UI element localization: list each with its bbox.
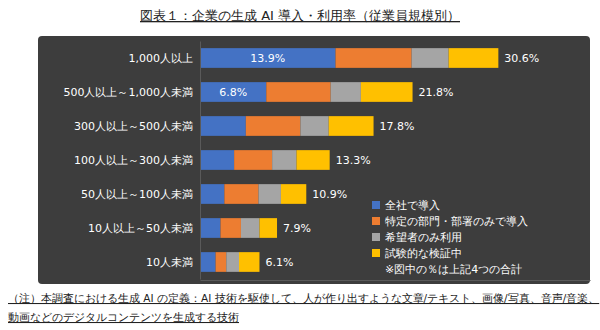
total-label: 7.9% xyxy=(283,222,311,235)
legend-item: 特定の部門・部署のみで導入 xyxy=(372,215,528,228)
bar xyxy=(226,252,239,272)
footnote-line: 動画などのデジタルコンテンツを生成する技術 xyxy=(8,311,239,324)
bar xyxy=(300,116,328,136)
plot-background xyxy=(38,36,590,284)
total-label: 10.9% xyxy=(312,188,347,201)
y-tick-label: 500人以上～1,000人未満 xyxy=(64,86,194,99)
bar xyxy=(336,48,412,68)
y-tick: 500人以上～1,000人未満 xyxy=(64,86,194,99)
bar xyxy=(259,184,281,204)
legend-swatch xyxy=(372,201,380,209)
legend: 全社で導入特定の部門・部署のみで導入希望者のみ利用試験的な検証中 ※図中の％は上記… xyxy=(372,199,528,276)
legend-label: 特定の部門・部署のみで導入 xyxy=(385,215,528,228)
y-tick-label: 50人以上～100人未満 xyxy=(81,188,193,201)
y-tick-label: 300人以上～500人未満 xyxy=(74,120,193,133)
title: 図表１：企業の生成 AI 導入・利用率（従業員規模別） xyxy=(140,8,460,23)
bar xyxy=(266,82,330,102)
bar xyxy=(200,48,336,68)
legend-note: ※図中の％は上記4つの合計 xyxy=(385,263,522,276)
footnote: （注）本調査における生成 AI の定義：AI 技術を駆使して、人が作り出すような… xyxy=(8,292,599,324)
legend-swatch xyxy=(372,233,380,241)
legend-item: 希望者のみ利用 xyxy=(372,231,462,244)
footnote-line: （注）本調査における生成 AI の定義：AI 技術を駆使して、人が作り出すような… xyxy=(8,292,599,305)
bar xyxy=(200,82,266,102)
bar xyxy=(297,150,330,170)
total-label: 6.1% xyxy=(265,256,293,269)
bar xyxy=(272,150,296,170)
series-1 xyxy=(216,48,412,272)
data-label: 13.9% xyxy=(250,52,285,65)
x-axis xyxy=(201,280,591,281)
y-tick-label: 10人以上～50人未満 xyxy=(88,222,193,235)
series-3 xyxy=(239,48,498,272)
y-tick-label: 1,000人以上 xyxy=(129,52,194,65)
bar xyxy=(361,82,413,102)
bar xyxy=(239,252,259,272)
bar xyxy=(329,116,374,136)
data-labels: 13.9% 6.8% 30.6% 21.8% 17.8% 13.3% 10.9% 7.9% 6.… xyxy=(219,52,539,269)
legend-item: 全社で導入 xyxy=(372,199,440,212)
bar xyxy=(200,116,246,136)
bar xyxy=(412,48,449,68)
legend-item: 試験的な検証中 xyxy=(372,247,462,260)
legend-swatch xyxy=(372,249,380,257)
bar xyxy=(331,82,361,102)
bar xyxy=(241,218,260,238)
data-label: 6.8% xyxy=(219,86,247,99)
y-axis: 1,000人以上 500人以上～1,000人未満 300人以上～500人未満 100人… xyxy=(64,42,201,280)
total-label: 17.8% xyxy=(380,120,415,133)
y-tick-label: 100人以上～300人未満 xyxy=(74,154,193,167)
y-tick: 10人以上～50人未満 xyxy=(88,222,193,235)
bar xyxy=(216,252,227,272)
bar xyxy=(246,116,301,136)
bar xyxy=(200,252,216,272)
total-label: 13.3% xyxy=(336,154,371,167)
series-0 xyxy=(200,48,336,272)
y-tick: 50人以上～100人未満 xyxy=(81,188,193,201)
bar xyxy=(200,218,220,238)
bar xyxy=(281,184,306,204)
y-tick: 1,000人以上 xyxy=(129,52,194,65)
total-label: 30.6% xyxy=(504,52,539,65)
y-axis-line xyxy=(200,42,201,280)
bar xyxy=(220,218,240,238)
chart: 図表１：企業の生成 AI 導入・利用率（従業員規模別） 1,000人以上 500人以… xyxy=(0,0,600,330)
y-tick: 10人未満 xyxy=(146,256,193,269)
bar xyxy=(224,184,258,204)
y-tick: 300人以上～500人未満 xyxy=(74,120,193,133)
legend-label: 希望者のみ利用 xyxy=(385,231,462,244)
y-tick-label: 10人未満 xyxy=(146,256,193,269)
legend-label: 試験的な検証中 xyxy=(385,247,462,260)
legend-swatch xyxy=(372,217,380,225)
y-tick: 100人以上～300人未満 xyxy=(74,154,193,167)
bar xyxy=(449,48,499,68)
bars xyxy=(200,48,498,272)
bar xyxy=(200,184,224,204)
bar xyxy=(200,150,234,170)
x-axis-line xyxy=(201,280,591,281)
legend-label: 全社で導入 xyxy=(385,199,440,212)
total-label: 21.8% xyxy=(419,86,454,99)
bar xyxy=(259,218,277,238)
bar xyxy=(234,150,272,170)
